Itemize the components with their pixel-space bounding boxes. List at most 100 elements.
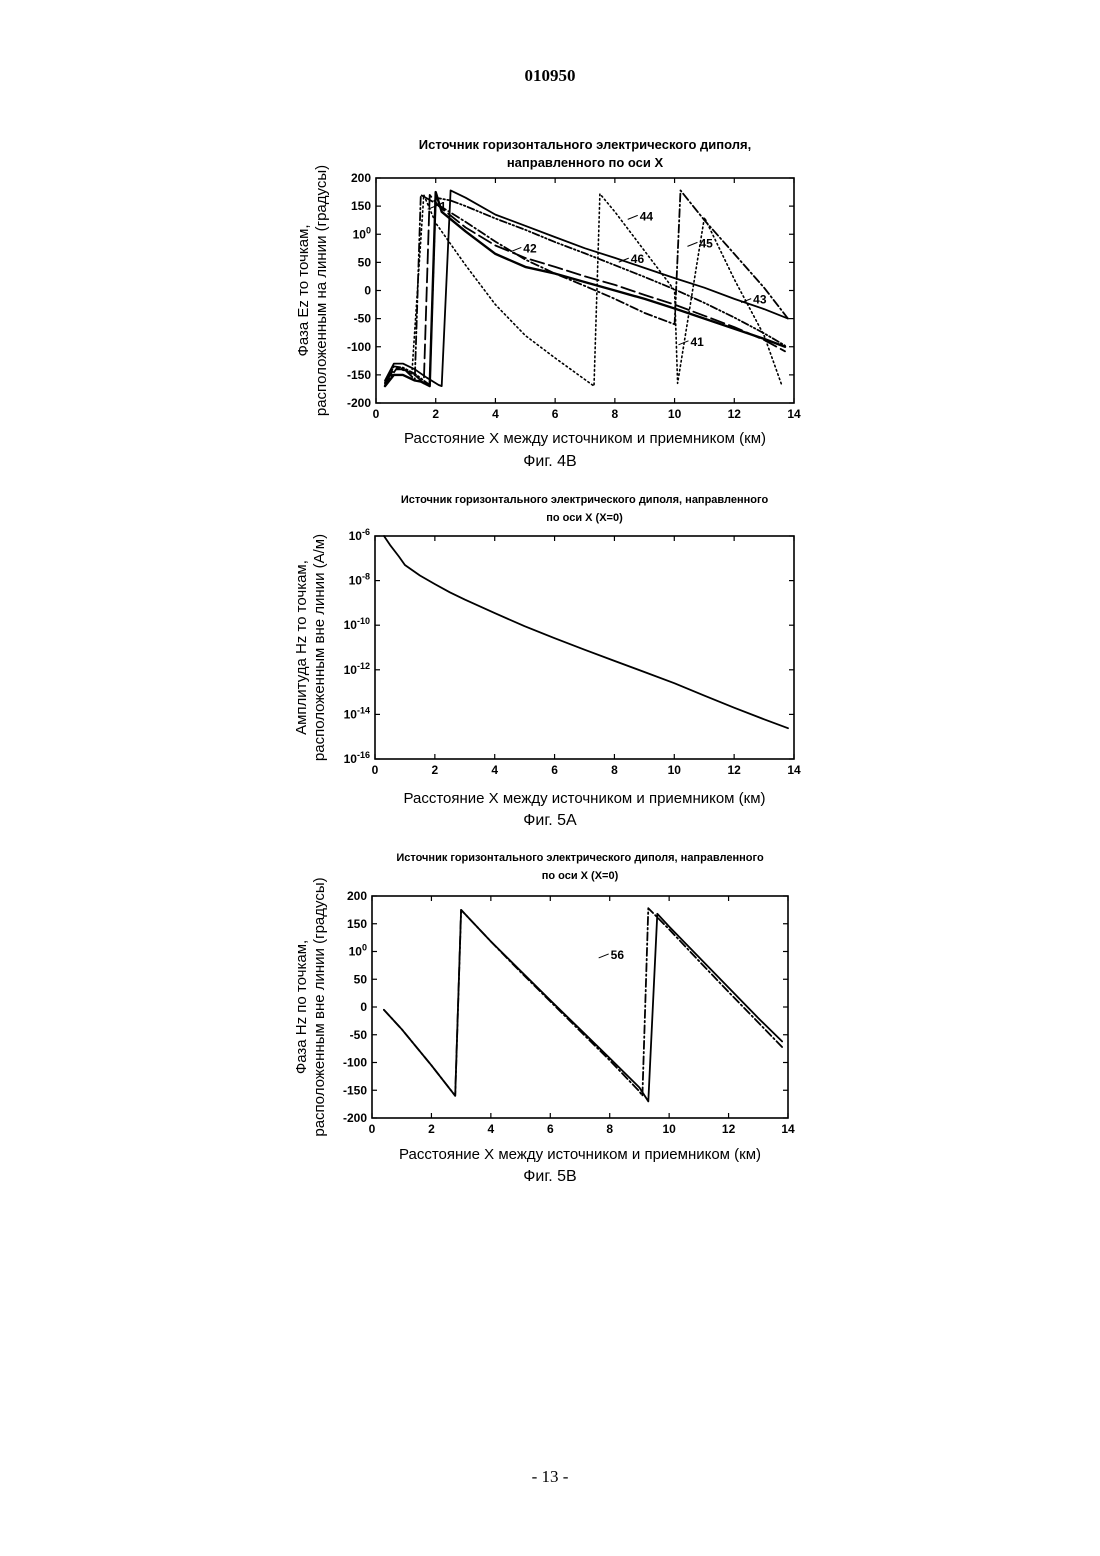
x-tick-label: 0 <box>369 1122 376 1136</box>
y-tick-label: -200 <box>343 1111 367 1125</box>
y-tick-label: 10-14 <box>344 705 370 721</box>
y-tick-label: 100 <box>353 225 371 241</box>
series-line-46 <box>385 198 785 385</box>
y-tick-label: 10-6 <box>349 527 370 543</box>
y-tick-label: -150 <box>347 368 371 382</box>
x-tick-label: 10 <box>668 763 682 777</box>
x-tick-label: 6 <box>551 763 558 777</box>
callout-label: 56 <box>611 948 625 962</box>
x-tick-label: 2 <box>432 407 439 421</box>
x-tick-label: 14 <box>781 1122 795 1136</box>
series-line <box>384 536 788 728</box>
x-tick-label: 14 <box>787 763 801 777</box>
figure-caption: Фиг. 5A <box>523 812 577 828</box>
x-axis-label: Расстояние X между источником и приемник… <box>399 1146 761 1163</box>
callout-leader <box>628 215 638 219</box>
x-tick-label: 10 <box>668 407 682 421</box>
y-tick-label: 10-8 <box>349 572 370 588</box>
y-tick-label: 0 <box>360 1000 367 1014</box>
y-tick-label: 200 <box>347 889 367 903</box>
callout-leader <box>511 247 521 251</box>
y-tick-label: 10-16 <box>344 750 370 766</box>
chart-title-line: Источник горизонтального электрического … <box>419 137 751 152</box>
x-axis-label: Расстояние X между источником и приемник… <box>403 790 765 807</box>
callout-leader <box>599 954 609 958</box>
callout-label: 42 <box>523 241 537 255</box>
figure-5a-chart: Источник горизонтального электрического … <box>0 488 1100 828</box>
chart-title-line: по оси X (X=0) <box>546 512 623 524</box>
x-tick-label: 14 <box>787 407 801 421</box>
y-tick-label: 200 <box>351 171 371 185</box>
y-tick-exponent: -12 <box>357 661 370 671</box>
figure-5b-chart: Источник горизонтального электрического … <box>0 843 1100 1193</box>
y-tick-label: -50 <box>350 1028 368 1042</box>
figure-caption: Фиг. 4B <box>523 453 576 470</box>
callout-label: 1 <box>440 199 447 213</box>
callout-label: 45 <box>699 236 713 250</box>
y-tick-label: 150 <box>351 199 371 213</box>
y-tick-label: 150 <box>347 917 367 931</box>
figure-caption: Фиг. 5B <box>523 1168 576 1185</box>
series-line-44 <box>385 194 782 386</box>
y-tick-label: -50 <box>354 312 372 326</box>
series-line <box>384 910 782 1102</box>
series-line-42 <box>385 195 785 383</box>
x-tick-label: 2 <box>432 763 439 777</box>
y-tick-label: -200 <box>347 396 371 410</box>
y-tick-exponent: 0 <box>362 943 367 953</box>
x-tick-label: 4 <box>488 1122 495 1136</box>
y-tick-label: 10-10 <box>344 616 370 632</box>
x-axis-label: Расстояние X между источником и приемник… <box>404 430 766 447</box>
callout-label: 43 <box>753 293 767 307</box>
y-axis-label-line: Фаза Hz по точкам, <box>293 940 310 1074</box>
callout-label: 44 <box>640 209 654 223</box>
x-tick-label: 8 <box>612 407 619 421</box>
y-axis-label-line: расположенным вне линии (градусы) <box>311 877 328 1136</box>
series-line-43 <box>385 190 788 386</box>
y-tick-label: -150 <box>343 1083 367 1097</box>
callout-label: 41 <box>690 335 704 349</box>
y-tick-label: -100 <box>347 340 371 354</box>
y-tick-exponent: -14 <box>357 705 370 715</box>
y-tick-exponent: 0 <box>366 225 371 235</box>
x-tick-label: 2 <box>428 1122 435 1136</box>
x-tick-label: 12 <box>722 1122 736 1136</box>
x-tick-label: 6 <box>547 1122 554 1136</box>
x-tick-label: 6 <box>552 407 559 421</box>
series-line-41 <box>385 192 785 386</box>
y-tick-label: 100 <box>349 943 367 959</box>
y-axis-label-line: Амплитуда Hz то точкам, <box>293 560 310 735</box>
y-tick-exponent: -8 <box>362 572 370 582</box>
callout-label: 46 <box>631 252 645 266</box>
chart-title-line: Источник горизонтального электрического … <box>401 494 769 506</box>
y-tick-label: 10-12 <box>344 661 370 677</box>
x-tick-label: 0 <box>372 763 379 777</box>
y-tick-label: 50 <box>354 972 368 986</box>
y-tick-exponent: -16 <box>357 750 370 760</box>
x-tick-label: 4 <box>491 763 498 777</box>
y-tick-label: 50 <box>358 255 372 269</box>
plot-frame <box>375 536 794 759</box>
y-tick-label: -100 <box>343 1056 367 1070</box>
y-tick-exponent: -10 <box>357 616 370 626</box>
document-number: 010950 <box>0 66 1100 86</box>
y-axis-label-line: Фаза Ez то точкам, <box>295 224 312 356</box>
chart-title-line: Источник горизонтального электрического … <box>396 852 764 864</box>
x-tick-label: 8 <box>611 763 618 777</box>
callout-leader <box>687 242 697 246</box>
series-line-56 <box>384 908 782 1096</box>
y-tick-exponent: -6 <box>362 527 370 537</box>
x-tick-label: 12 <box>727 763 741 777</box>
chart-title-line: направленного по оси X <box>507 155 664 170</box>
x-tick-label: 0 <box>373 407 380 421</box>
x-tick-label: 8 <box>606 1122 613 1136</box>
plot-frame <box>372 896 788 1118</box>
x-tick-label: 12 <box>728 407 742 421</box>
y-axis-label-line: расположенным вне линии (А/м) <box>311 534 328 761</box>
y-axis-label-line: расположенным на линии (градусы) <box>313 165 330 416</box>
x-tick-label: 4 <box>492 407 499 421</box>
chart-title-line: по оси X (X=0) <box>542 870 619 882</box>
x-tick-label: 10 <box>662 1122 676 1136</box>
y-tick-label: 0 <box>364 284 371 298</box>
page-number: - 13 - <box>0 1467 1100 1487</box>
